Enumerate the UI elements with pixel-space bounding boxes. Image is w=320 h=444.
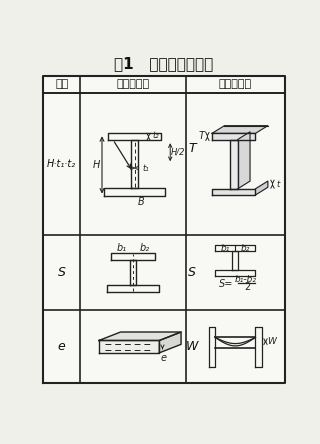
Polygon shape (212, 133, 255, 139)
Text: H/2: H/2 (171, 148, 185, 157)
Text: t: t (276, 180, 280, 189)
Text: S: S (188, 266, 196, 279)
Polygon shape (212, 189, 255, 195)
Text: 2: 2 (244, 282, 250, 292)
Polygon shape (238, 132, 250, 189)
Text: H: H (93, 160, 100, 170)
Text: b₁: b₁ (220, 244, 230, 253)
Text: 位置和方式: 位置和方式 (116, 79, 149, 89)
Text: W: W (186, 340, 198, 353)
Text: b₁: b₁ (117, 243, 127, 253)
Text: W: W (267, 337, 276, 346)
Polygon shape (255, 181, 268, 195)
Text: T: T (188, 142, 196, 155)
Text: 表1   测量位置和方式: 表1 测量位置和方式 (114, 56, 214, 71)
Text: H·t₁·t₂: H·t₁·t₂ (47, 159, 76, 169)
Text: S=: S= (219, 278, 233, 289)
Polygon shape (43, 75, 285, 383)
Text: e: e (161, 353, 167, 363)
Polygon shape (230, 139, 238, 189)
Text: e: e (58, 340, 66, 353)
Polygon shape (159, 332, 181, 353)
Text: 参数: 参数 (55, 79, 68, 89)
Text: T: T (198, 131, 204, 142)
Text: 位置和方式: 位置和方式 (219, 79, 252, 89)
Text: b₂: b₂ (139, 243, 149, 253)
Text: b₂: b₂ (241, 244, 250, 253)
Polygon shape (99, 341, 159, 353)
Polygon shape (212, 126, 268, 133)
Text: S: S (58, 266, 66, 279)
Text: t₁: t₁ (142, 163, 149, 173)
Text: b₁-b₂: b₁-b₂ (235, 275, 257, 284)
Polygon shape (99, 332, 181, 341)
Text: B: B (137, 197, 144, 207)
Text: t₂: t₂ (153, 131, 160, 140)
